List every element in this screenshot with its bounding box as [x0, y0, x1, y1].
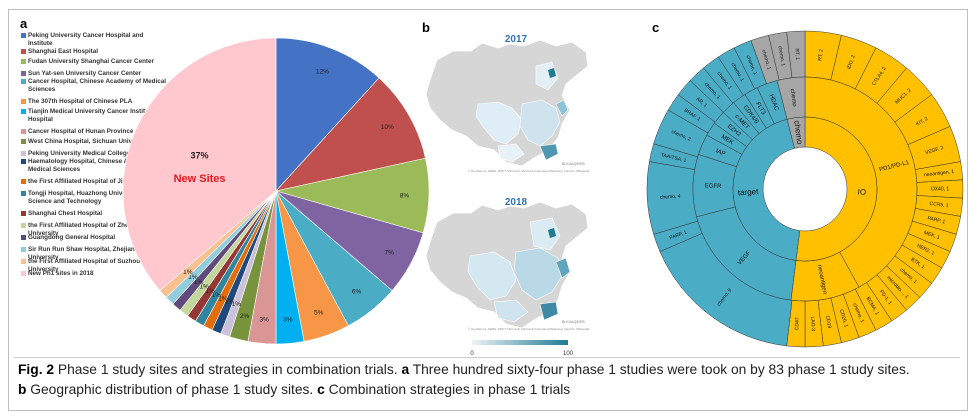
figure-caption: Fig. 2 Phase 1 study sites and strategie… — [18, 360, 963, 399]
legend-swatch — [21, 211, 26, 216]
legend-label: Guangdong General Hospital — [28, 234, 116, 241]
legend-swatch — [21, 99, 26, 104]
panel-c-label: c — [652, 20, 660, 35]
caption-text-1: Phase 1 study sites and strategies in co… — [54, 362, 402, 377]
legend-label: Peking University Medical College Hospit… — [28, 150, 157, 157]
legend-swatch — [21, 129, 26, 134]
legend-swatch — [21, 247, 26, 252]
caption-a: a — [401, 362, 410, 377]
legend-swatch — [21, 223, 26, 228]
caption-b: b — [18, 381, 27, 397]
legend-label: Peking University Cancer Hospital and In… — [28, 32, 144, 47]
caption-fig-label: Fig. 2 — [18, 362, 55, 377]
legend-label: The 307th Hospital of Chinese PLA — [28, 98, 133, 105]
panel-a-label: a — [20, 16, 28, 31]
legend-swatch — [21, 33, 26, 38]
caption-c: c — [317, 381, 325, 397]
legend-label: Tianjin Medical University Cancer Instit… — [28, 108, 168, 123]
legend-swatch — [21, 139, 26, 144]
legend-swatch — [21, 71, 26, 76]
legend-label: Haematology Hospital, Chinese Academy of… — [28, 158, 160, 173]
caption-text-3: Geographic distribution of phase 1 study… — [26, 381, 318, 397]
legend-label: Fudan University Shanghai Cancer Center — [28, 58, 154, 65]
caption-text-4: Combination strategies in phase 1 trials — [324, 381, 571, 397]
figure-frame — [8, 9, 968, 411]
legend-swatch — [21, 191, 26, 196]
legend-label: Sun Yat-sen University Cancer Center — [28, 70, 141, 77]
legend-label: Shanghai East Hospital — [28, 48, 98, 55]
legend-label: Sir Run Run Shaw Hospital, Zhejiang Univ… — [28, 246, 139, 261]
legend-swatch — [21, 109, 26, 114]
legend-swatch — [21, 271, 26, 276]
legend-label: the First Affiliated Hospital of Suzhou … — [28, 258, 141, 273]
legend-swatch — [21, 59, 26, 64]
legend-label: Cancer Hospital of Hunan Province — [28, 128, 134, 135]
legend-label: the First Affiliated Hospital of Jilin U… — [28, 178, 163, 185]
legend-swatch — [21, 235, 26, 240]
caption-separator — [14, 357, 960, 358]
legend-label: Cancer Hospital, Chinese Academy of Medi… — [28, 78, 166, 93]
legend-swatch — [21, 159, 26, 164]
legend-label: Shanghai Chest Hospital — [28, 210, 103, 217]
legend-swatch — [21, 179, 26, 184]
legend-swatch — [21, 49, 26, 54]
legend-swatch — [21, 151, 26, 156]
legend-label: the First Affiliated Hospital of Zhejian… — [28, 222, 144, 237]
panel-b-label: b — [422, 20, 430, 35]
legend-label: Tongji Hospital, Huazhong University of … — [28, 190, 147, 205]
caption-text-2: Three hundred sixty-four phase 1 studies… — [409, 362, 910, 377]
legend-label: New Ph1 sites in 2018 — [28, 270, 94, 277]
legend-swatch — [21, 79, 26, 84]
legend-swatch — [21, 259, 26, 264]
legend-label: West China Hospital, Sichuan University — [28, 138, 149, 145]
